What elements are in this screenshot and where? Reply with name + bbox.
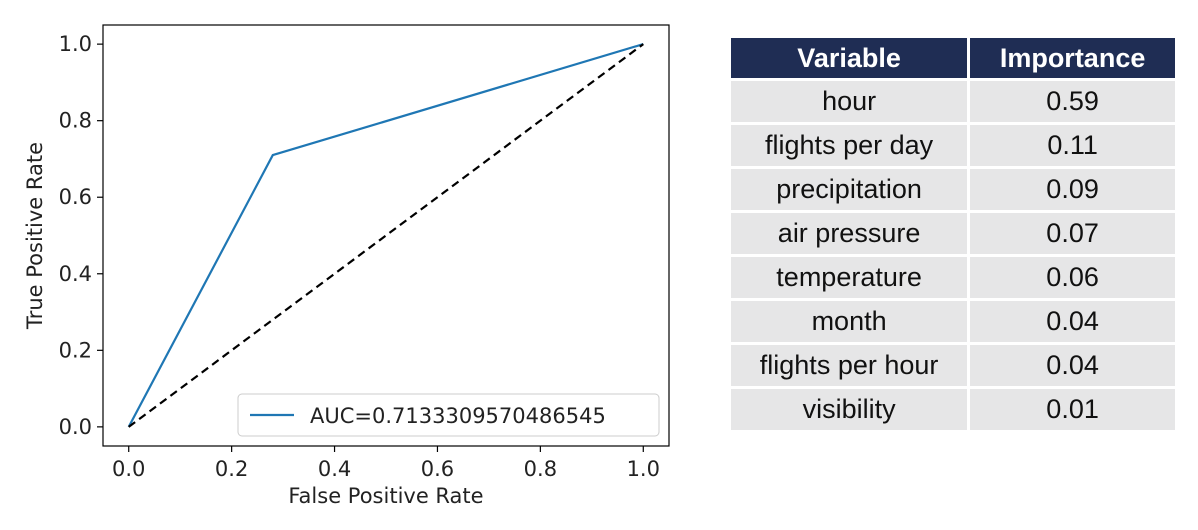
plot-frame xyxy=(102,24,670,447)
variable-cell: flights per hour xyxy=(731,345,968,386)
header-variable: Variable xyxy=(731,38,968,78)
y-tick-label: 0.2 xyxy=(59,338,92,362)
table-row: air pressure 0.07 xyxy=(731,213,1175,254)
importance-cell: 0.09 xyxy=(970,169,1175,210)
variable-cell: temperature xyxy=(731,257,968,298)
importance-cell: 0.06 xyxy=(970,257,1175,298)
y-tick-label: 0.0 xyxy=(59,415,92,439)
table-row: visibility 0.01 xyxy=(731,389,1175,430)
x-tick-label: 0.8 xyxy=(524,457,557,481)
variable-cell: hour xyxy=(731,81,968,122)
variable-cell: visibility xyxy=(731,389,968,430)
variable-cell: flights per day xyxy=(731,125,968,166)
x-tick-label: 0.6 xyxy=(421,457,454,481)
x-tick-label: 0.0 xyxy=(112,457,145,481)
variable-cell: air pressure xyxy=(731,213,968,254)
table-row: flights per day 0.11 xyxy=(731,125,1175,166)
importance-cell: 0.04 xyxy=(970,301,1175,342)
feature-importance-table: Variable Importance hour 0.59 flights pe… xyxy=(728,35,1178,433)
table-row: month 0.04 xyxy=(731,301,1175,342)
legend-box xyxy=(237,393,660,437)
x-tick-label: 0.4 xyxy=(318,457,351,481)
table-header-row: Variable Importance xyxy=(731,38,1175,78)
roc-curve-line xyxy=(127,43,644,428)
importance-cell: 0.11 xyxy=(970,125,1175,166)
variable-cell: precipitation xyxy=(731,169,968,210)
header-importance: Importance xyxy=(970,38,1175,78)
legend: AUC=0.7133309570486545 xyxy=(237,393,660,437)
roc-chart: 0.0 0.2 0.4 0.6 0.8 1.0 0.0 0.2 0.4 0.6 0.8 1.0 Fals… xyxy=(23,24,670,508)
table-row: flights per hour 0.04 xyxy=(731,345,1175,386)
legend-label: AUC=0.7133309570486545 xyxy=(310,404,606,428)
baseline-diagonal-line xyxy=(128,43,644,428)
importance-cell: 0.59 xyxy=(970,81,1175,122)
y-tick-label: 0.8 xyxy=(59,109,92,133)
x-tick-label: 0.2 xyxy=(215,457,248,481)
x-tick-label: 1.0 xyxy=(627,457,660,481)
y-tick-label: 0.6 xyxy=(59,185,92,209)
importance-cell: 0.01 xyxy=(970,389,1175,430)
table-row: temperature 0.06 xyxy=(731,257,1175,298)
importance-cell: 0.04 xyxy=(970,345,1175,386)
x-axis-label: False Positive Rate xyxy=(288,484,483,508)
y-axis-label: True Positive Rate xyxy=(23,142,47,330)
y-tick-label: 0.4 xyxy=(59,262,92,286)
table-row: precipitation 0.09 xyxy=(731,169,1175,210)
variable-cell: month xyxy=(731,301,968,342)
table-row: hour 0.59 xyxy=(731,81,1175,122)
importance-cell: 0.07 xyxy=(970,213,1175,254)
y-tick-label: 1.0 xyxy=(59,32,92,56)
